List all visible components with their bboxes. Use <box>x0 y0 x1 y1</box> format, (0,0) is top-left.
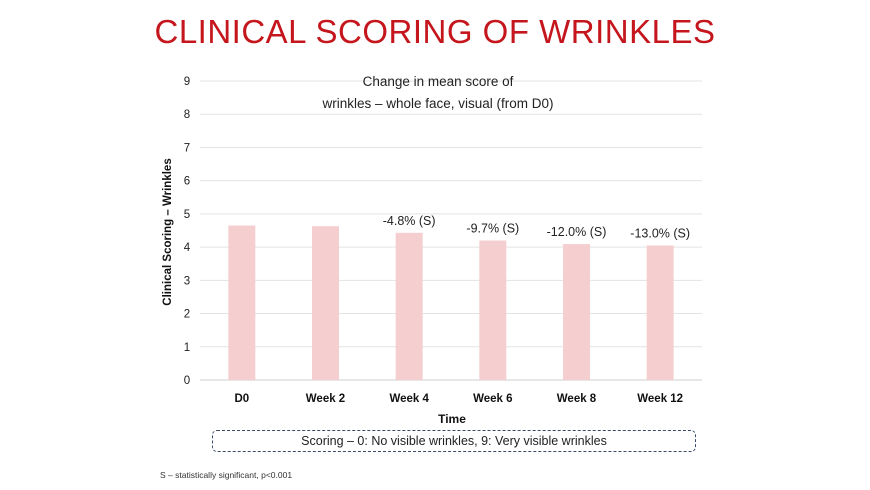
x-tick-label: Week 8 <box>557 393 597 405</box>
y-tick-label: 0 <box>184 375 190 387</box>
data-label: -13.0% (S) <box>630 226 690 240</box>
y-tick-label: 9 <box>184 76 190 88</box>
x-tick-label: Week 2 <box>306 393 345 405</box>
y-tick-label: 4 <box>184 242 191 254</box>
scoring-legend-text: Scoring – 0: No visible wrinkles, 9: Ver… <box>301 434 607 448</box>
bar-layer <box>228 225 674 380</box>
y-tick-label: 7 <box>184 142 190 154</box>
y-tick-label: 8 <box>184 109 190 121</box>
label-layer: 0 1 2 3 4 5 6 7 8 9 D0 Week 2 Week 4 -4.8% (S) Week 6 -… <box>184 76 690 405</box>
bar <box>228 225 256 380</box>
footnote: S – statistically significant, p<0.001 <box>160 470 293 480</box>
bar <box>312 226 339 380</box>
bar <box>563 244 590 380</box>
bar <box>479 240 507 380</box>
main-title: CLINICAL SCORING OF WRINKLES <box>154 13 716 50</box>
y-tick-label: 1 <box>184 342 190 354</box>
chart-title-line-1: Change in mean score of <box>363 74 514 89</box>
x-tick-label: Week 4 <box>389 393 429 405</box>
y-tick-label: 2 <box>184 309 190 321</box>
grid-layer <box>200 80 702 381</box>
y-tick-label: 6 <box>184 176 190 188</box>
x-tick-label: Week 12 <box>637 393 683 405</box>
data-label: -4.8% (S) <box>383 214 436 228</box>
x-axis-label: Time <box>438 412 466 426</box>
bar <box>646 245 674 380</box>
x-tick-label: D0 <box>234 393 249 405</box>
y-tick-label: 3 <box>184 275 190 287</box>
scoring-legend-box: Scoring – 0: No visible wrinkles, 9: Ver… <box>212 430 696 452</box>
chart-title-line-2: wrinkles – whole face, visual (from D0) <box>321 96 553 111</box>
y-axis-label: Clinical Scoring – Wrinkles <box>162 158 174 305</box>
y-tick-label: 5 <box>184 209 190 221</box>
data-label: -12.0% (S) <box>547 225 607 239</box>
data-label: -9.7% (S) <box>466 221 519 235</box>
bar <box>395 232 423 380</box>
x-tick-label: Week 6 <box>473 393 512 405</box>
